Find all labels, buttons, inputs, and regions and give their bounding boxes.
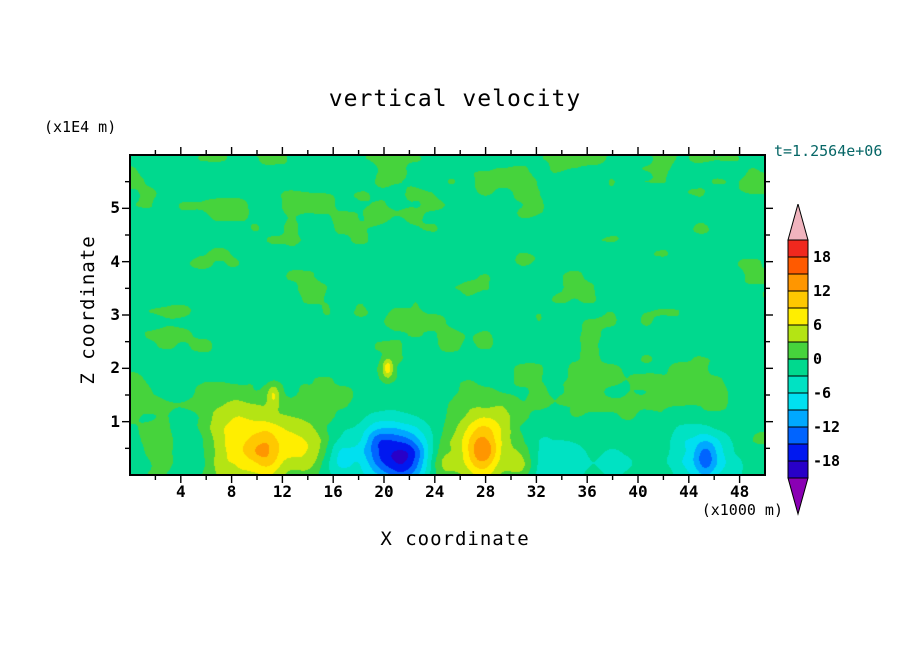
z-tick-label: 3 [110, 305, 120, 324]
x-tick-label: 32 [526, 482, 547, 501]
colorbar-tick-label: 12 [813, 282, 832, 300]
z-tick-label: 1 [110, 411, 120, 431]
x-tick-label: 40 [628, 482, 648, 501]
x-tick-label: 36 [577, 482, 597, 501]
y-axis-unit-label: (x1E4 m) [44, 118, 117, 136]
colorbar-tick-label: 6 [813, 316, 823, 334]
colorbar [787, 204, 809, 516]
x-tick-label: 16 [323, 482, 343, 501]
y-axis-label: Z coordinate [77, 235, 99, 385]
colorbar-tick-label: -6 [813, 384, 832, 402]
x-tick-label: 28 [475, 482, 496, 501]
x-tick-label: 24 [425, 482, 445, 501]
contour-field-canvas [130, 155, 765, 475]
x-tick-label: 4 [175, 482, 186, 501]
x-axis-label: X coordinate [380, 528, 530, 550]
z-tick-label: 5 [110, 198, 120, 218]
colorbar-tick-label: -12 [813, 418, 841, 436]
plot-title: vertical velocity [328, 86, 582, 112]
colorbar-tick-label: -18 [813, 452, 841, 470]
x-axis-unit-label: (x1000 m) [701, 501, 783, 519]
z-tick-label: 4 [110, 251, 120, 271]
x-tick-label: 44 [679, 482, 699, 501]
colorbar-tick-label: 0 [813, 350, 823, 368]
z-tick-label: 2 [110, 358, 120, 378]
time-annotation: t=1.2564e+06 [774, 142, 883, 160]
x-tick-label: 12 [272, 482, 293, 501]
x-tick-label: 8 [226, 482, 237, 501]
x-tick-label: 20 [374, 482, 394, 501]
x-tick-label: 48 [729, 482, 750, 501]
colorbar-tick-label: 18 [813, 248, 832, 266]
